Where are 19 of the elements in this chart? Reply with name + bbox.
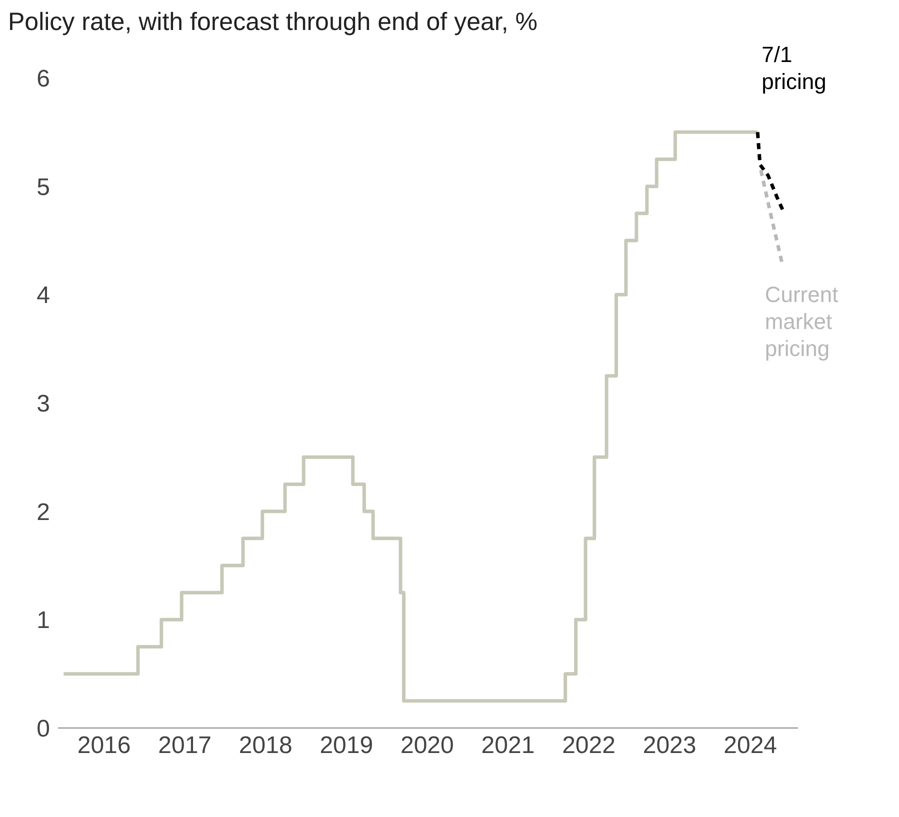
y-tick-label: 5 <box>36 174 50 201</box>
y-tick-label: 6 <box>36 66 50 93</box>
annotation: Current market pricing <box>764 282 838 362</box>
y-tick-label: 0 <box>36 716 50 743</box>
x-tick-label: 2017 <box>158 732 212 760</box>
x-tick-label: 2020 <box>400 732 454 760</box>
x-tick-label: 2019 <box>320 732 374 760</box>
y-tick-label: 1 <box>36 607 50 634</box>
x-tick-label: 2021 <box>481 732 535 760</box>
y-tick-label: 3 <box>36 390 50 418</box>
x-tick-label: 2018 <box>238 732 292 760</box>
y-tick-label: 4 <box>36 282 50 310</box>
x-tick-label: 2024 <box>724 732 778 760</box>
chart-title: Policy rate, with forecast through end of year, % <box>8 8 538 37</box>
annotation: 7/1 pricing <box>762 42 826 94</box>
x-tick-label: 2016 <box>77 732 131 760</box>
x-tick-label: 2023 <box>642 732 696 760</box>
y-tick-label: 2 <box>36 498 50 526</box>
x-tick-label: 2022 <box>562 732 616 760</box>
